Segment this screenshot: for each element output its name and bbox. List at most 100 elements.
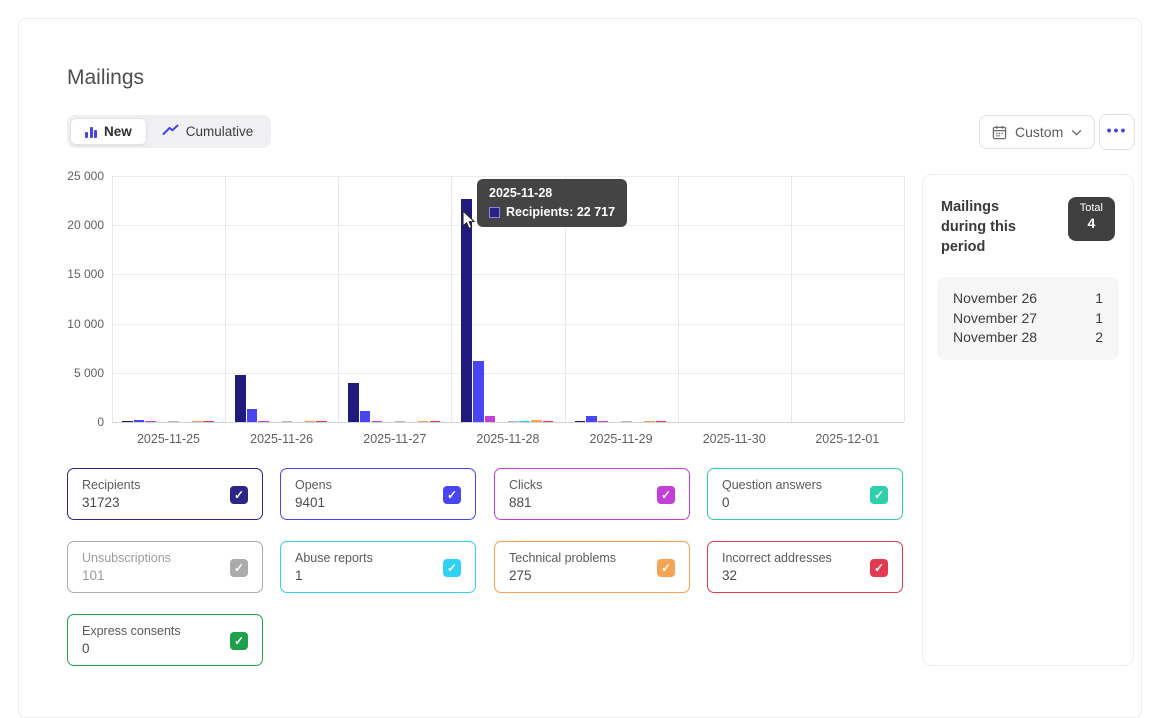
- chart-bar-unsubscriptions[interactable]: [281, 421, 292, 422]
- chart-bar-incorrect-addresses[interactable]: [203, 421, 214, 422]
- chart-bar-clicks[interactable]: [258, 420, 269, 422]
- metric-card-label: Question answers: [722, 478, 823, 492]
- metric-card-checkbox[interactable]: ✓: [230, 632, 248, 650]
- y-axis-tick-label: 25 000: [67, 169, 104, 183]
- x-gridline: [677, 176, 679, 422]
- summary-row-label: November 26: [953, 290, 1038, 306]
- summary-panel-title: Mailings during this period: [941, 199, 1016, 255]
- chart-bar-opens[interactable]: [359, 411, 371, 422]
- metric-card-value: 101: [82, 568, 105, 583]
- chart-bar-abuse-reports[interactable]: [519, 421, 530, 422]
- chart-bar-recipients[interactable]: [235, 374, 246, 422]
- metric-card-opens[interactable]: Opens 9401 ✓: [280, 468, 476, 520]
- chart-bar-unsubscriptions[interactable]: [507, 421, 519, 422]
- x-gridline: [904, 176, 905, 422]
- metric-card-value: 31723: [82, 495, 120, 510]
- more-options-button[interactable]: •••: [1099, 114, 1135, 150]
- x-axis-tick-label: 2025-11-29: [589, 432, 653, 446]
- metric-card-checkbox[interactable]: ✓: [870, 486, 888, 504]
- chart-bar-recipients[interactable]: [461, 198, 472, 422]
- summary-row-label: November 28: [953, 329, 1038, 345]
- metric-card-label: Express consents: [82, 624, 181, 638]
- chart-bar-unsubscriptions[interactable]: [621, 421, 632, 422]
- metric-card-checkbox[interactable]: ✓: [870, 559, 888, 577]
- tooltip-series-swatch: [489, 206, 500, 218]
- x-axis-tick-label: 2025-12-01: [815, 432, 880, 446]
- view-toggle-label: Cumulative: [185, 124, 254, 139]
- chart-bar-technical-problems[interactable]: [417, 421, 429, 422]
- mailings-card: Mailings New Cumulative Custom ••• 25 000…: [18, 18, 1142, 718]
- metric-card-express-consents[interactable]: Express consents 0 ✓: [67, 614, 263, 666]
- chart-bar-recipients[interactable]: [348, 382, 359, 422]
- view-toggle-cumulative[interactable]: Cumulative: [147, 118, 269, 145]
- mouse-cursor: [462, 211, 476, 230]
- chart-bar-incorrect-addresses[interactable]: [316, 421, 327, 422]
- y-axis-tick-label: 10 000: [67, 316, 104, 331]
- y-axis-tick-label: 0: [97, 415, 104, 429]
- x-gridline: [564, 176, 566, 422]
- metric-card-value: 881: [509, 495, 532, 510]
- metric-card-checkbox[interactable]: ✓: [657, 486, 675, 504]
- total-badge-label: Total: [1079, 202, 1103, 214]
- metric-card-recipients[interactable]: Recipients 31723 ✓: [67, 468, 263, 520]
- chart-bar-recipients[interactable]: [574, 421, 586, 422]
- metric-card-value: 275: [509, 568, 532, 583]
- x-axis-tick-label: 2025-11-30: [702, 432, 766, 446]
- y-gridline: [112, 372, 904, 374]
- view-mode-toggle: New Cumulative: [67, 115, 272, 148]
- view-toggle-new[interactable]: New: [70, 118, 147, 145]
- chart-bar-clicks[interactable]: [484, 416, 496, 422]
- chart-bar-clicks[interactable]: [371, 420, 382, 422]
- chart-bar-incorrect-addresses[interactable]: [429, 421, 440, 422]
- metric-card-checkbox[interactable]: ✓: [230, 486, 248, 504]
- metric-card-technical-problems[interactable]: Technical problems 275 ✓: [494, 541, 690, 593]
- summary-row: November 27 1: [953, 309, 1103, 329]
- chart-bar-opens[interactable]: [473, 361, 484, 422]
- chart-bar-opens[interactable]: [246, 408, 258, 422]
- metric-card-value: 0: [82, 641, 90, 656]
- view-toggle-label: New: [104, 124, 132, 139]
- metric-card-label: Recipients: [82, 478, 141, 492]
- summary-row: November 26 1: [953, 289, 1103, 309]
- chart-bar-opens[interactable]: [133, 420, 145, 422]
- y-axis-tick-label: 15 000: [67, 267, 104, 282]
- metric-card-label: Unsubscriptions: [82, 551, 171, 565]
- metric-card-clicks[interactable]: Clicks 881 ✓: [494, 468, 690, 520]
- chart-bar-technical-problems[interactable]: [644, 421, 655, 422]
- chart-bar-opens[interactable]: [586, 416, 597, 422]
- line-chart-icon: [162, 124, 179, 139]
- chart-bar-incorrect-addresses[interactable]: [542, 421, 554, 422]
- metric-card-abuse-reports[interactable]: Abuse reports 1 ✓: [280, 541, 476, 593]
- metric-card-checkbox[interactable]: ✓: [657, 559, 675, 577]
- metric-card-label: Opens: [295, 478, 332, 492]
- chart-bar-technical-problems[interactable]: [531, 420, 542, 422]
- date-range-button[interactable]: Custom: [979, 115, 1096, 149]
- chart-bar-clicks[interactable]: [145, 421, 156, 422]
- chart-bar-unsubscriptions[interactable]: [394, 421, 406, 422]
- metric-card-value: 0: [722, 495, 730, 510]
- chevron-down-icon: [1071, 129, 1082, 136]
- metric-card-checkbox[interactable]: ✓: [443, 559, 461, 577]
- x-axis-tick-label: 2025-11-27: [363, 432, 427, 446]
- metric-card-checkbox[interactable]: ✓: [230, 559, 248, 577]
- metric-card-label: Technical problems: [509, 551, 616, 565]
- summary-row-label: November 27: [953, 309, 1038, 326]
- summary-list: November 26 1 November 27 1 November 28 2: [937, 277, 1119, 360]
- more-options-icon: •••: [1106, 122, 1128, 138]
- metric-card-incorrect-addresses[interactable]: Incorrect addresses 32 ✓: [707, 541, 903, 593]
- y-gridline: [112, 323, 904, 325]
- chart-bar-unsubscriptions[interactable]: [168, 421, 179, 422]
- summary-row-value: 2: [1095, 329, 1103, 345]
- chart-bar-technical-problems[interactable]: [191, 421, 203, 422]
- chart-bar-technical-problems[interactable]: [304, 421, 316, 422]
- bar-chart-icon: [85, 126, 97, 138]
- summary-row: November 28 2: [953, 328, 1103, 348]
- chart-bar-clicks[interactable]: [597, 421, 609, 422]
- metric-card-label: Abuse reports: [295, 551, 373, 565]
- metric-card-checkbox[interactable]: ✓: [443, 486, 461, 504]
- metric-card-question-answers[interactable]: Question answers 0 ✓: [707, 468, 903, 520]
- metric-card-unsubscriptions[interactable]: Unsubscriptions 101 ✓: [67, 541, 263, 593]
- x-gridline: [112, 176, 113, 422]
- chart-bar-incorrect-addresses[interactable]: [655, 421, 667, 422]
- chart-bar-recipients[interactable]: [122, 421, 133, 422]
